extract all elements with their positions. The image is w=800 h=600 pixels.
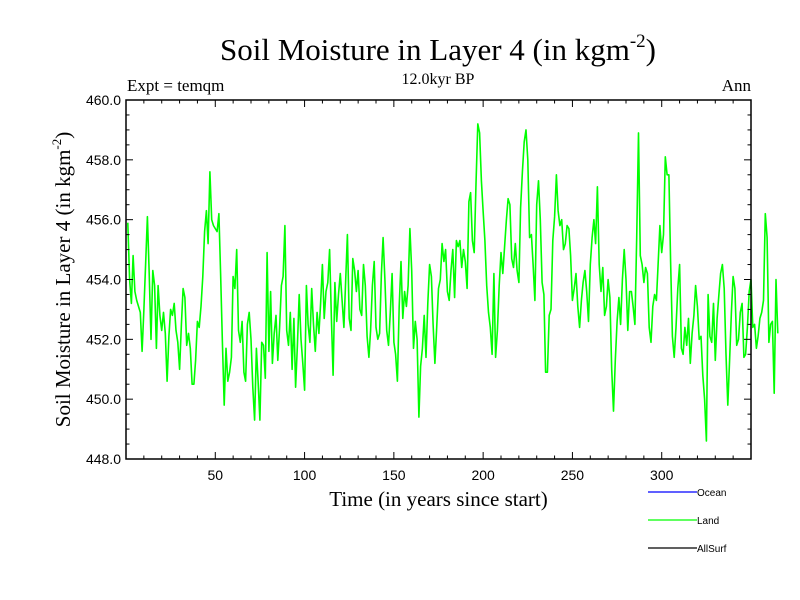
legend: Ocean Land AllSurf (648, 488, 727, 555)
x-tick-label: 100 (293, 467, 317, 483)
y-tick-label: 450.0 (86, 391, 121, 407)
legend-label-land: Land (697, 516, 719, 527)
ticks-layer: 50 100 150 200 250 300 448.0 450.0 452.0 454.0 456… (86, 92, 751, 483)
y-tick-label: 460.0 (86, 92, 121, 108)
season-label: Ann (721, 76, 751, 95)
series-line-land (127, 123, 779, 442)
chart-title-close: ) (645, 32, 656, 67)
y-tick-label: 456.0 (86, 212, 121, 228)
y-axis-title-close: ) (51, 132, 75, 139)
x-tick-label: 250 (561, 467, 585, 483)
data-layer (127, 123, 779, 442)
y-tick-label: 454.0 (86, 272, 121, 288)
y-axis-title-text: Soil Moisture in Layer 4 (in kgm (51, 150, 75, 428)
chart-title-exponent: -2 (629, 30, 646, 52)
chart-title-text: Soil Moisture in Layer 4 (in kgm (220, 32, 630, 67)
y-axis-title-exponent: -2 (49, 139, 64, 150)
chart-subtitle: 12.0kyr BP (401, 71, 475, 88)
y-tick-label: 458.0 (86, 152, 121, 168)
legend-label-ocean: Ocean (697, 488, 726, 499)
x-tick-label: 150 (382, 467, 406, 483)
y-tick-label: 448.0 (86, 451, 121, 467)
legend-label-allsurf: AllSurf (697, 544, 727, 555)
experiment-label: Expt = temqm (127, 76, 225, 95)
x-tick-label: 200 (471, 467, 495, 483)
x-tick-label: 50 (207, 467, 223, 483)
chart-title: Soil Moisture in Layer 4 (in kgm-2) (0, 30, 800, 68)
x-axis-title: Time (in years since start) (329, 487, 548, 511)
x-tick-label: 300 (650, 467, 674, 483)
y-tick-label: 452.0 (86, 331, 121, 347)
y-axis-title: Soil Moisture in Layer 4 (in kgm-2) (49, 132, 75, 427)
